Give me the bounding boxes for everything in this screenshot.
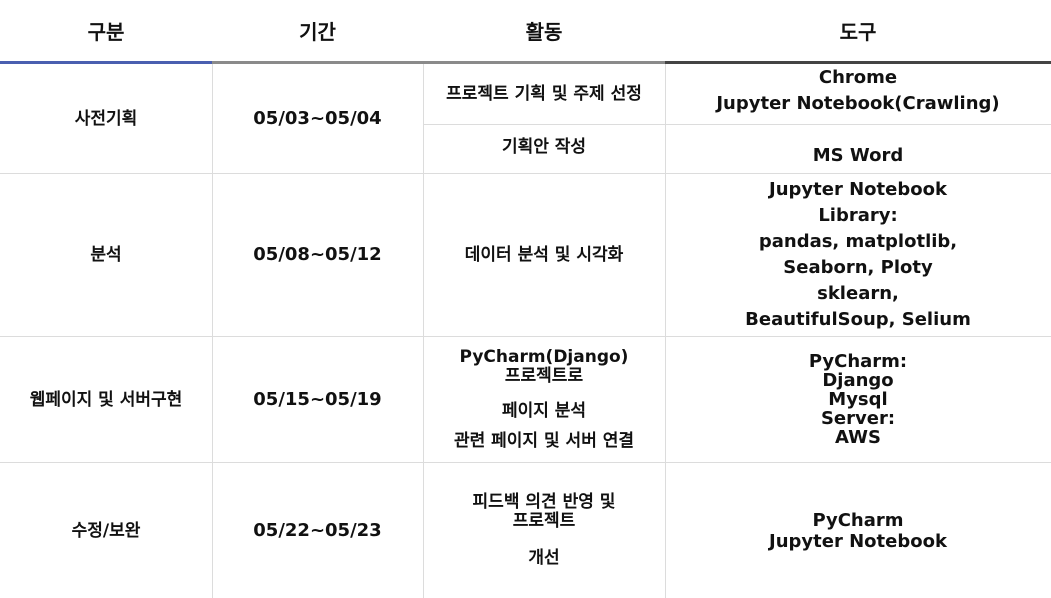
tool-line: Jupyter Notebook	[769, 179, 947, 200]
row-period: 05/15~05/19	[253, 388, 382, 410]
row-divider	[423, 124, 1051, 125]
row-period: 05/08~05/12	[253, 244, 382, 265]
header-tools: 도구	[839, 19, 877, 44]
tool-line: sklearn,	[817, 283, 899, 304]
tool-line: BeautifulSoup, Selium	[745, 309, 971, 330]
tool-line: Server:	[820, 408, 896, 429]
header-activity: 활동	[525, 19, 563, 44]
row-activity: 프로젝트 기획 및 주제 선정	[423, 64, 665, 124]
header-rule-dark	[665, 61, 1051, 64]
activity-line: 데이터 분석 및 시각화	[464, 245, 624, 265]
tool-line: PyCharm	[812, 509, 904, 531]
activity-line: 프로젝트	[512, 510, 576, 531]
row-divider	[0, 336, 1051, 337]
activity-line: 프로젝트로	[504, 365, 584, 386]
row-tools: Jupyter Notebook Library: pandas, matplo…	[665, 174, 1051, 336]
column-divider	[212, 64, 213, 598]
header-rule-gray	[212, 61, 665, 64]
row-tools: Chrome Jupyter Notebook(Crawling)	[665, 64, 1051, 118]
activity-line: 기획안 작성	[501, 137, 587, 157]
row-category: 분석	[90, 245, 122, 265]
row-period: 05/03~05/04	[253, 107, 382, 129]
activity-line: 피드백 의견 반영 및	[472, 491, 616, 512]
row-tools: PyCharm: Django Mysql Server: AWS	[665, 337, 1051, 462]
tool-line: Jupyter Notebook(Crawling)	[716, 93, 1000, 114]
header-rule-blue	[0, 61, 212, 64]
tool-line: Library:	[818, 205, 898, 226]
tool-line: AWS	[835, 427, 881, 448]
column-divider	[665, 64, 666, 598]
tool-line: Django	[822, 370, 894, 391]
tool-line: Mysql	[828, 389, 888, 410]
row-activity: 기획안 작성	[423, 124, 665, 173]
tool-line: Jupyter Notebook	[769, 530, 947, 552]
row-divider	[0, 173, 1051, 174]
row-tools: PyCharm Jupyter Notebook	[665, 463, 1051, 598]
activity-line: 페이지 분석	[501, 400, 587, 421]
activity-line: 관련 페이지 및 서버 연결	[453, 430, 635, 451]
activity-line: PyCharm(Django)	[459, 346, 629, 367]
row-divider	[0, 462, 1051, 463]
row-tools: MS Word	[665, 124, 1051, 173]
activity-line: 프로젝트 기획 및 주제 선정	[446, 84, 642, 104]
tool-line: Chrome	[818, 67, 898, 88]
row-category: 수정/보완	[71, 520, 141, 541]
column-divider	[423, 64, 424, 598]
row-activity: 데이터 분석 및 시각화	[423, 174, 665, 336]
tool-line: pandas, matplotlib,	[758, 231, 958, 252]
header-period: 기간	[299, 19, 336, 44]
tool-line: PyCharm:	[808, 351, 908, 372]
row-activity: 피드백 의견 반영 및 프로젝트 개선	[423, 463, 665, 598]
row-activity: PyCharm(Django) 프로젝트로 페이지 분석 관련 페이지 및 서버…	[423, 337, 665, 462]
row-period: 05/22~05/23	[253, 519, 382, 541]
header-category: 구분	[87, 19, 125, 44]
row-category: 웹페이지 및 서버구현	[29, 389, 183, 410]
tool-line: Seaborn, Ploty	[783, 257, 933, 278]
activity-line: 개선	[528, 547, 560, 568]
tool-line: MS Word	[812, 145, 904, 166]
row-category: 사전기획	[74, 108, 138, 129]
